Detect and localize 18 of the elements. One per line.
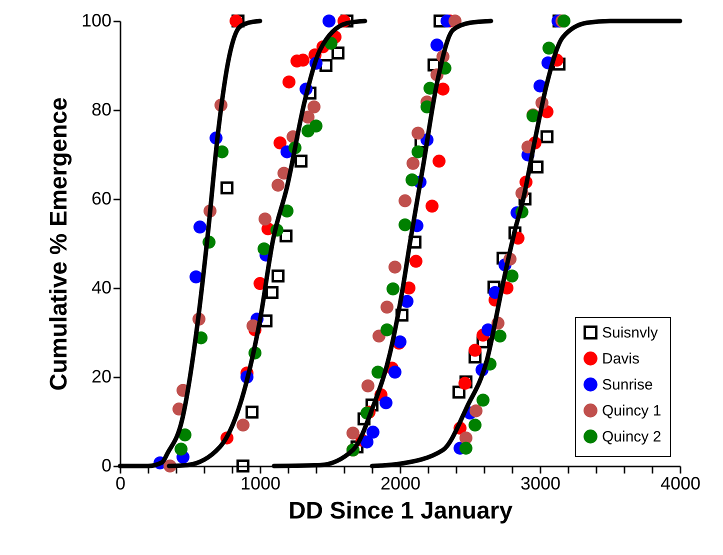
x-tick-label: 2000 (380, 474, 421, 494)
y-axis-title: Cumulative % Emergence (45, 97, 72, 391)
y-tick-label: 0 (101, 456, 112, 476)
x-tick-label: 4000 (660, 474, 701, 494)
legend-label: Sunrise (602, 376, 653, 394)
y-tick-label: 80 (91, 100, 112, 120)
legend-label: Davis (602, 350, 640, 368)
y-tick-label: 60 (91, 188, 112, 208)
x-tick-label: 0 (115, 474, 126, 494)
x-axis-title: DD Since 1 January (288, 498, 514, 524)
x-tick-label: 1000 (240, 474, 281, 494)
x-tick-label: 3000 (520, 474, 561, 494)
y-tick-label: 40 (91, 278, 112, 298)
legend-label: Quincy 2 (602, 428, 662, 446)
y-tick-label: 100 (81, 10, 112, 30)
y-tick-label: 20 (91, 366, 112, 386)
legend-label: Quincy 1 (602, 402, 662, 420)
legend-label: Suisnvly (602, 324, 658, 342)
